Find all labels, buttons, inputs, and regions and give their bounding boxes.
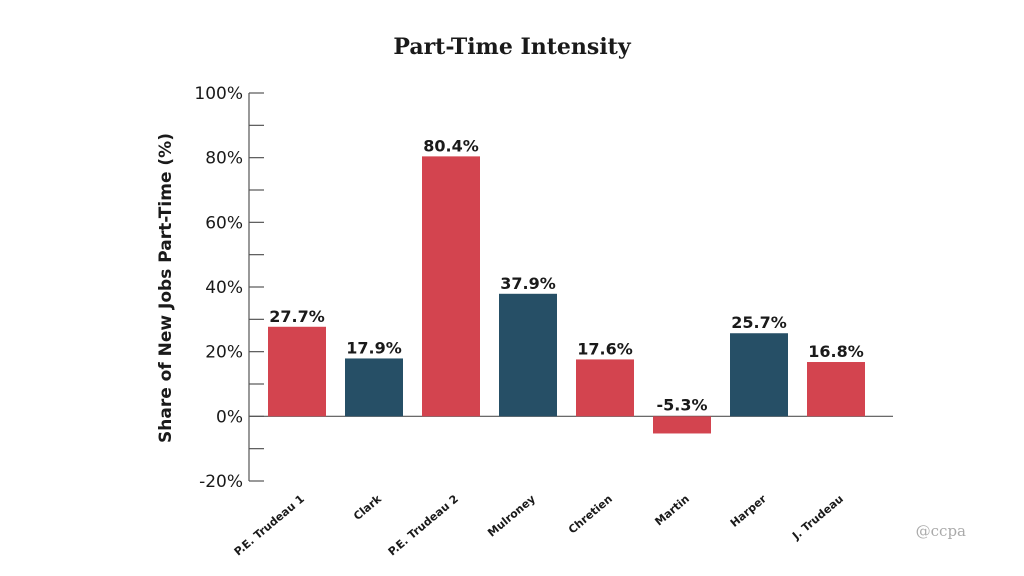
x-tick-label: Martin [652, 492, 692, 528]
x-tick-label: P.E. Trudeau 2 [386, 492, 461, 558]
data-label: 17.9% [346, 338, 402, 357]
x-axis-ticks: P.E. Trudeau 1 Clark P.E. Trudeau 2 Mulrone… [232, 492, 846, 559]
y-tick-label: 60% [205, 213, 243, 233]
x-tick-label: J. Trudeau [789, 492, 846, 543]
y-axis: -20% 0% 20% 40% 60% 80% 100% [194, 84, 893, 492]
x-tick-label: Mulroney [485, 492, 538, 539]
x-tick-label: Harper [728, 492, 770, 530]
y-tick-label: -20% [199, 472, 243, 492]
data-label: 17.6% [577, 339, 633, 358]
data-label: 37.9% [500, 274, 556, 293]
bar [807, 362, 865, 417]
bar [730, 333, 788, 417]
x-tick-label: Clark [351, 492, 384, 523]
bar [499, 293, 557, 417]
bar [422, 156, 480, 417]
data-label: 25.7% [731, 313, 787, 332]
y-tick-label: 80% [205, 149, 243, 169]
y-tick-label: 40% [205, 278, 243, 298]
y-tick-label: 20% [205, 343, 243, 363]
chart-title: Part-Time Intensity [393, 34, 631, 60]
x-tick-label: Chretien [566, 492, 615, 536]
bars [268, 156, 865, 434]
bar [653, 416, 711, 434]
bar [268, 326, 326, 417]
bar [345, 358, 403, 417]
y-tick-label: 100% [194, 84, 243, 104]
data-labels: 27.7% 17.9% 80.4% 37.9% 17.6% -5.3% 25.7% 16.8% [269, 136, 864, 414]
data-label: -5.3% [656, 395, 707, 414]
y-tick-label: 0% [216, 407, 243, 427]
x-tick-label: P.E. Trudeau 1 [232, 492, 307, 558]
data-label: 16.8% [808, 342, 864, 361]
y-axis-label: Share of New Jobs Part-Time (%) [156, 133, 176, 443]
data-label: 27.7% [269, 307, 325, 326]
data-label: 80.4% [423, 136, 479, 155]
watermark: @ccpa [916, 522, 966, 540]
bar [576, 359, 634, 417]
